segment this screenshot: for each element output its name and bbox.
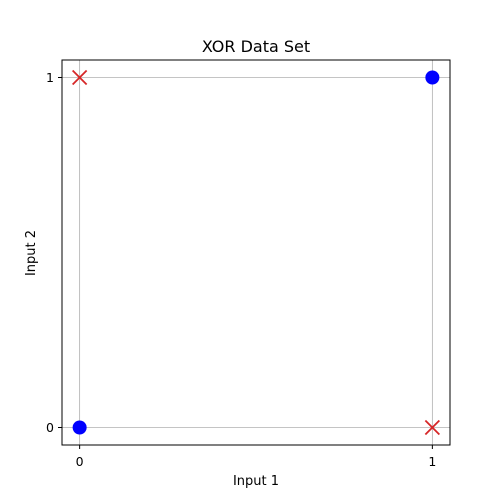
y-tick-label-0: 0 <box>46 420 54 435</box>
point-circle-0-0 <box>72 420 87 435</box>
plot-frame <box>61 59 451 446</box>
ticks-layer: 0 1 0 1 <box>46 70 436 469</box>
point-circle-0-1 <box>425 70 440 85</box>
points-layer <box>71 69 441 436</box>
x-tick-label-1: 1 <box>428 454 436 469</box>
point-x-stroke-b <box>424 419 441 436</box>
axes-layer <box>61 59 451 446</box>
grid-layer <box>62 60 450 445</box>
y-axis-label: Input 2 <box>24 230 39 276</box>
x-axis-label: Input 1 <box>233 474 279 489</box>
chart-title: XOR Data Set <box>202 37 310 56</box>
point-x-1-0 <box>71 69 88 86</box>
x-tick-label-0: 0 <box>76 454 84 469</box>
point-x-stroke-b <box>71 69 88 86</box>
y-tick-label-1: 1 <box>46 70 54 85</box>
point-x-1-1 <box>424 419 441 436</box>
